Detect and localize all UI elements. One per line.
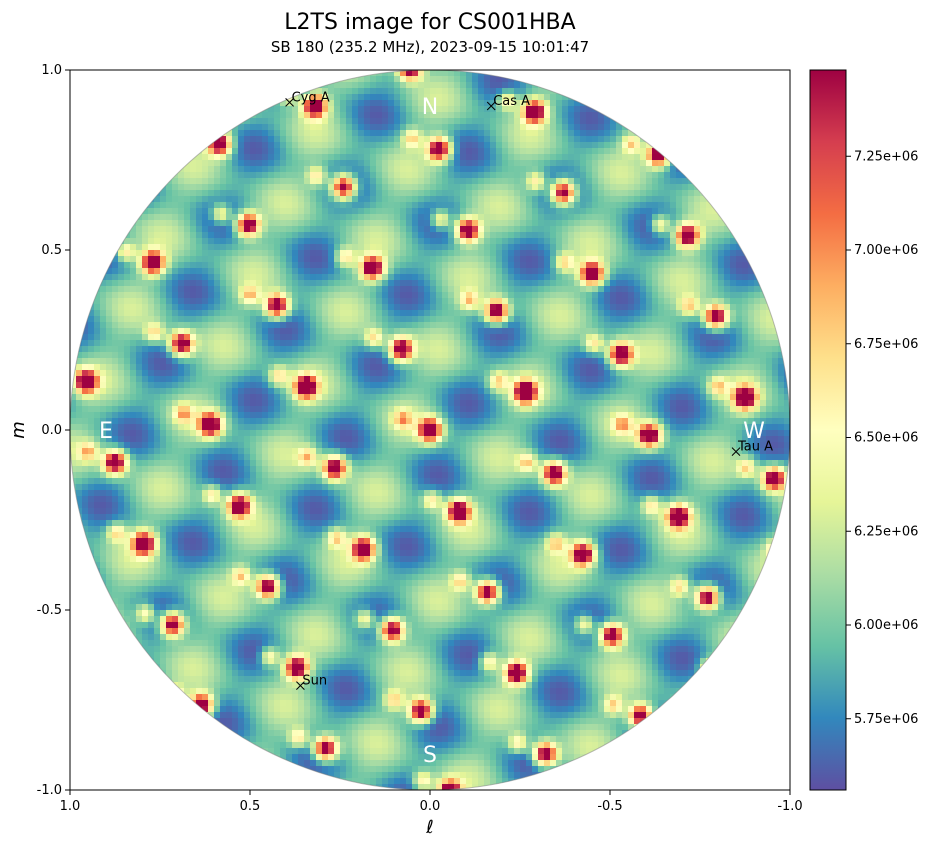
colorbar-tick-label: 6.75e+06 (854, 337, 918, 352)
x-axis: 1.0 0.5 0.0 -0.5 -1.0 (60, 790, 803, 814)
y-tick-label: -1.0 (37, 783, 62, 798)
source-marker (285, 98, 294, 107)
y-tick-label: 0.0 (41, 423, 62, 438)
compass-label-w: W (743, 419, 765, 444)
plot-area: N S E W Cyg A Cas A Tau A Sun (69, 69, 791, 791)
source-label: Sun (302, 674, 327, 689)
source-label: Tau A (737, 440, 773, 455)
compass-label-n: N (422, 95, 438, 120)
x-tick-label: 0.5 (240, 799, 261, 814)
source-cyg-a: Cyg A (285, 90, 330, 107)
source-label: Cyg A (292, 90, 330, 105)
x-axis-label: ℓ (425, 817, 433, 838)
compass-label-s: S (423, 743, 437, 768)
colorbar: 5.75e+06 6.00e+06 6.25e+06 6.50e+06 6.75e+06… (809, 69, 918, 791)
colorbar-gradient (810, 70, 846, 790)
y-tick-label: -0.5 (37, 603, 62, 618)
chart-title: L2TS image for CS001HBA (284, 10, 575, 35)
source-marker (731, 447, 741, 456)
colorbar-frame (809, 69, 847, 791)
source-marker (296, 681, 305, 690)
sky-image (70, 70, 790, 790)
y-tick-label: 0.5 (41, 243, 62, 258)
overlay-layer: N S E W Cyg A Cas A Tau A Sun (99, 90, 773, 768)
colorbar-tick-label: 7.00e+06 (854, 243, 918, 258)
source-marker (486, 101, 496, 111)
source-label: Cas A (493, 94, 530, 109)
y-axis-label: m (8, 421, 29, 439)
y-axis: 1.0 0.5 0.0 -0.5 -1.0 (37, 63, 70, 798)
source-cas-a: Cas A (486, 94, 530, 111)
colorbar-tick-label: 6.50e+06 (854, 431, 918, 446)
colorbar-ticks: 5.75e+06 6.00e+06 6.25e+06 6.50e+06 6.75e+06… (846, 149, 918, 727)
colorbar-tick-label: 5.75e+06 (854, 712, 918, 727)
source-sun: Sun (296, 674, 327, 690)
colorbar-tick-label: 6.25e+06 (854, 524, 918, 539)
x-tick-label: 1.0 (60, 799, 81, 814)
x-tick-label: -1.0 (777, 799, 802, 814)
compass-label-e: E (99, 419, 113, 444)
chart-subtitle: SB 180 (235.2 MHz), 2023-09-15 10:01:47 (271, 38, 589, 56)
colorbar-tick-label: 7.25e+06 (854, 149, 918, 164)
source-tau-a: Tau A (731, 440, 773, 456)
x-tick-label: 0.0 (420, 799, 441, 814)
x-tick-label: -0.5 (597, 799, 622, 814)
y-tick-label: 1.0 (41, 63, 62, 78)
colorbar-tick-label: 6.00e+06 (854, 618, 918, 633)
